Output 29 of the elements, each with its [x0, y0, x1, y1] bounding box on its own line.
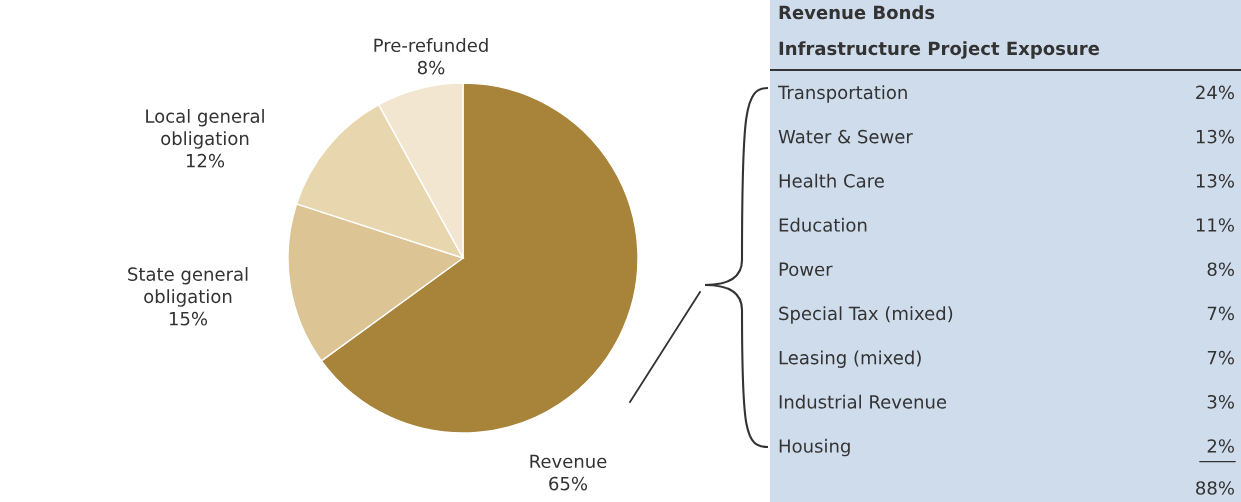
data-label: 65%	[549, 476, 588, 491]
text: Infrastructure Project Exposure	[779, 41, 1100, 59]
text: 24%	[1196, 85, 1234, 100]
category-label: Housing	[779, 438, 850, 457]
category-label: Special Tax (mixed)	[779, 306, 953, 324]
category-label: Transportation	[777, 85, 907, 103]
category-label: Health Care	[779, 173, 884, 188]
slice-label: Local general obligation	[146, 108, 264, 149]
text: 88%	[1196, 481, 1234, 495]
category-label: Power	[779, 262, 833, 277]
text: 8%	[1207, 262, 1234, 277]
category-label: Water & Sewer	[778, 129, 913, 144]
text: 2%	[1207, 439, 1234, 453]
data-label: 12%	[186, 153, 225, 168]
slice-label: State general obligation	[128, 266, 248, 307]
text: 13%	[1196, 173, 1234, 188]
category-label: Leasing (mixed)	[779, 350, 921, 368]
text: Revenue Bonds	[779, 5, 935, 20]
slice-label: Revenue	[530, 454, 607, 469]
text: 13%	[1196, 129, 1234, 144]
data-label: 15%	[169, 311, 208, 326]
slice-label: Pre-refunded	[374, 38, 488, 53]
data-label: 8%	[417, 60, 445, 75]
category-label: Education	[779, 217, 867, 232]
text: 11%	[1196, 218, 1234, 232]
category-label: Industrial Revenue	[779, 394, 947, 409]
text: 7%	[1207, 350, 1234, 365]
text: 3%	[1207, 394, 1234, 409]
text: 7%	[1207, 306, 1234, 321]
